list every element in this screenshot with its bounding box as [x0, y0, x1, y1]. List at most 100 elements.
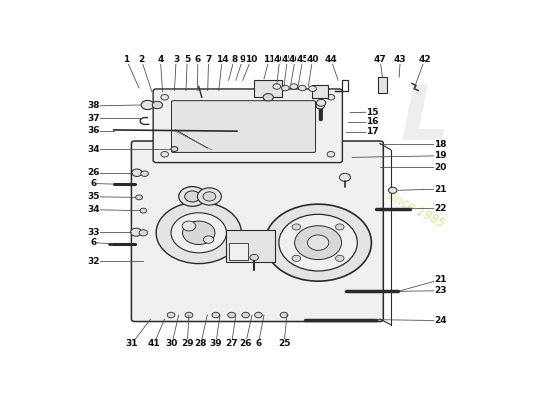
Circle shape [250, 254, 258, 260]
Text: 20: 20 [434, 163, 447, 172]
Text: 39: 39 [210, 339, 222, 348]
Circle shape [307, 235, 329, 250]
Circle shape [183, 221, 215, 244]
Circle shape [336, 224, 344, 230]
Circle shape [185, 191, 200, 202]
Text: 10: 10 [245, 55, 257, 64]
Text: L: L [400, 82, 449, 156]
Circle shape [152, 101, 163, 109]
Text: 2: 2 [138, 55, 144, 64]
FancyBboxPatch shape [172, 101, 316, 152]
Circle shape [141, 100, 154, 110]
Text: 26: 26 [87, 168, 100, 177]
Text: 35: 35 [87, 192, 100, 201]
Bar [312, 85, 328, 98]
Text: 22: 22 [434, 204, 447, 213]
Text: 32: 32 [87, 257, 100, 266]
Text: 44: 44 [324, 55, 337, 64]
Text: 3: 3 [173, 55, 179, 64]
Bar [229, 243, 248, 260]
Circle shape [140, 208, 147, 213]
Text: 37: 37 [87, 114, 100, 123]
Text: 16: 16 [366, 118, 378, 126]
Text: 29: 29 [181, 339, 194, 348]
Circle shape [185, 312, 193, 318]
Circle shape [204, 236, 213, 243]
Text: 18: 18 [434, 140, 447, 148]
Text: 6: 6 [90, 179, 97, 188]
Circle shape [316, 100, 326, 106]
Text: 28: 28 [195, 339, 207, 348]
Circle shape [197, 188, 221, 205]
Circle shape [136, 195, 142, 200]
Text: 8: 8 [231, 55, 237, 64]
FancyBboxPatch shape [153, 89, 343, 162]
Circle shape [171, 146, 178, 152]
Text: 42: 42 [419, 55, 431, 64]
Text: 46: 46 [273, 55, 286, 64]
Text: 31: 31 [125, 339, 138, 348]
Circle shape [292, 255, 301, 262]
Circle shape [279, 214, 358, 271]
Text: 46: 46 [289, 55, 301, 64]
Circle shape [182, 221, 196, 231]
Circle shape [316, 103, 324, 109]
Text: 9: 9 [239, 55, 246, 64]
Circle shape [132, 169, 142, 176]
Circle shape [212, 312, 219, 318]
Circle shape [156, 202, 241, 264]
Bar [378, 77, 387, 93]
Text: 14: 14 [216, 55, 228, 64]
Circle shape [179, 186, 206, 206]
Text: 24: 24 [434, 316, 447, 325]
Text: 45: 45 [296, 55, 309, 64]
Circle shape [388, 187, 397, 193]
Circle shape [242, 312, 250, 318]
Text: 25: 25 [278, 339, 290, 348]
Text: 17: 17 [366, 127, 378, 136]
Bar [226, 230, 274, 262]
Circle shape [282, 85, 289, 91]
Text: 36: 36 [87, 126, 100, 135]
Text: 27: 27 [226, 339, 238, 348]
Circle shape [280, 312, 288, 318]
Circle shape [339, 173, 350, 181]
Text: 34: 34 [87, 205, 100, 214]
Circle shape [327, 152, 335, 157]
Text: 43: 43 [394, 55, 406, 64]
Text: 15: 15 [366, 108, 378, 116]
Circle shape [309, 86, 316, 92]
Circle shape [171, 213, 227, 253]
Text: 5: 5 [184, 55, 190, 64]
Text: a passion since 1985: a passion since 1985 [331, 161, 446, 231]
Text: 45: 45 [281, 55, 294, 64]
Circle shape [290, 84, 298, 89]
Circle shape [228, 312, 235, 318]
Circle shape [161, 94, 168, 100]
Text: 6: 6 [90, 238, 97, 247]
Text: 34: 34 [87, 144, 100, 154]
Text: 19: 19 [434, 151, 447, 160]
Circle shape [263, 94, 273, 101]
Text: 26: 26 [239, 339, 252, 348]
FancyBboxPatch shape [131, 141, 383, 322]
Circle shape [130, 228, 142, 236]
Bar [254, 80, 282, 97]
Circle shape [161, 152, 168, 157]
Text: 38: 38 [87, 102, 100, 110]
Text: 23: 23 [434, 286, 447, 295]
Circle shape [203, 192, 216, 201]
Circle shape [295, 226, 342, 260]
Circle shape [299, 85, 306, 91]
Circle shape [141, 171, 149, 176]
Circle shape [292, 224, 301, 230]
Text: 40: 40 [306, 55, 319, 64]
Text: 47: 47 [373, 55, 386, 64]
Text: 11: 11 [263, 55, 276, 64]
Circle shape [167, 312, 175, 318]
Circle shape [327, 94, 335, 100]
Text: 6: 6 [255, 339, 262, 348]
Text: 41: 41 [148, 339, 160, 348]
Text: 1: 1 [123, 55, 129, 64]
Circle shape [265, 204, 371, 281]
